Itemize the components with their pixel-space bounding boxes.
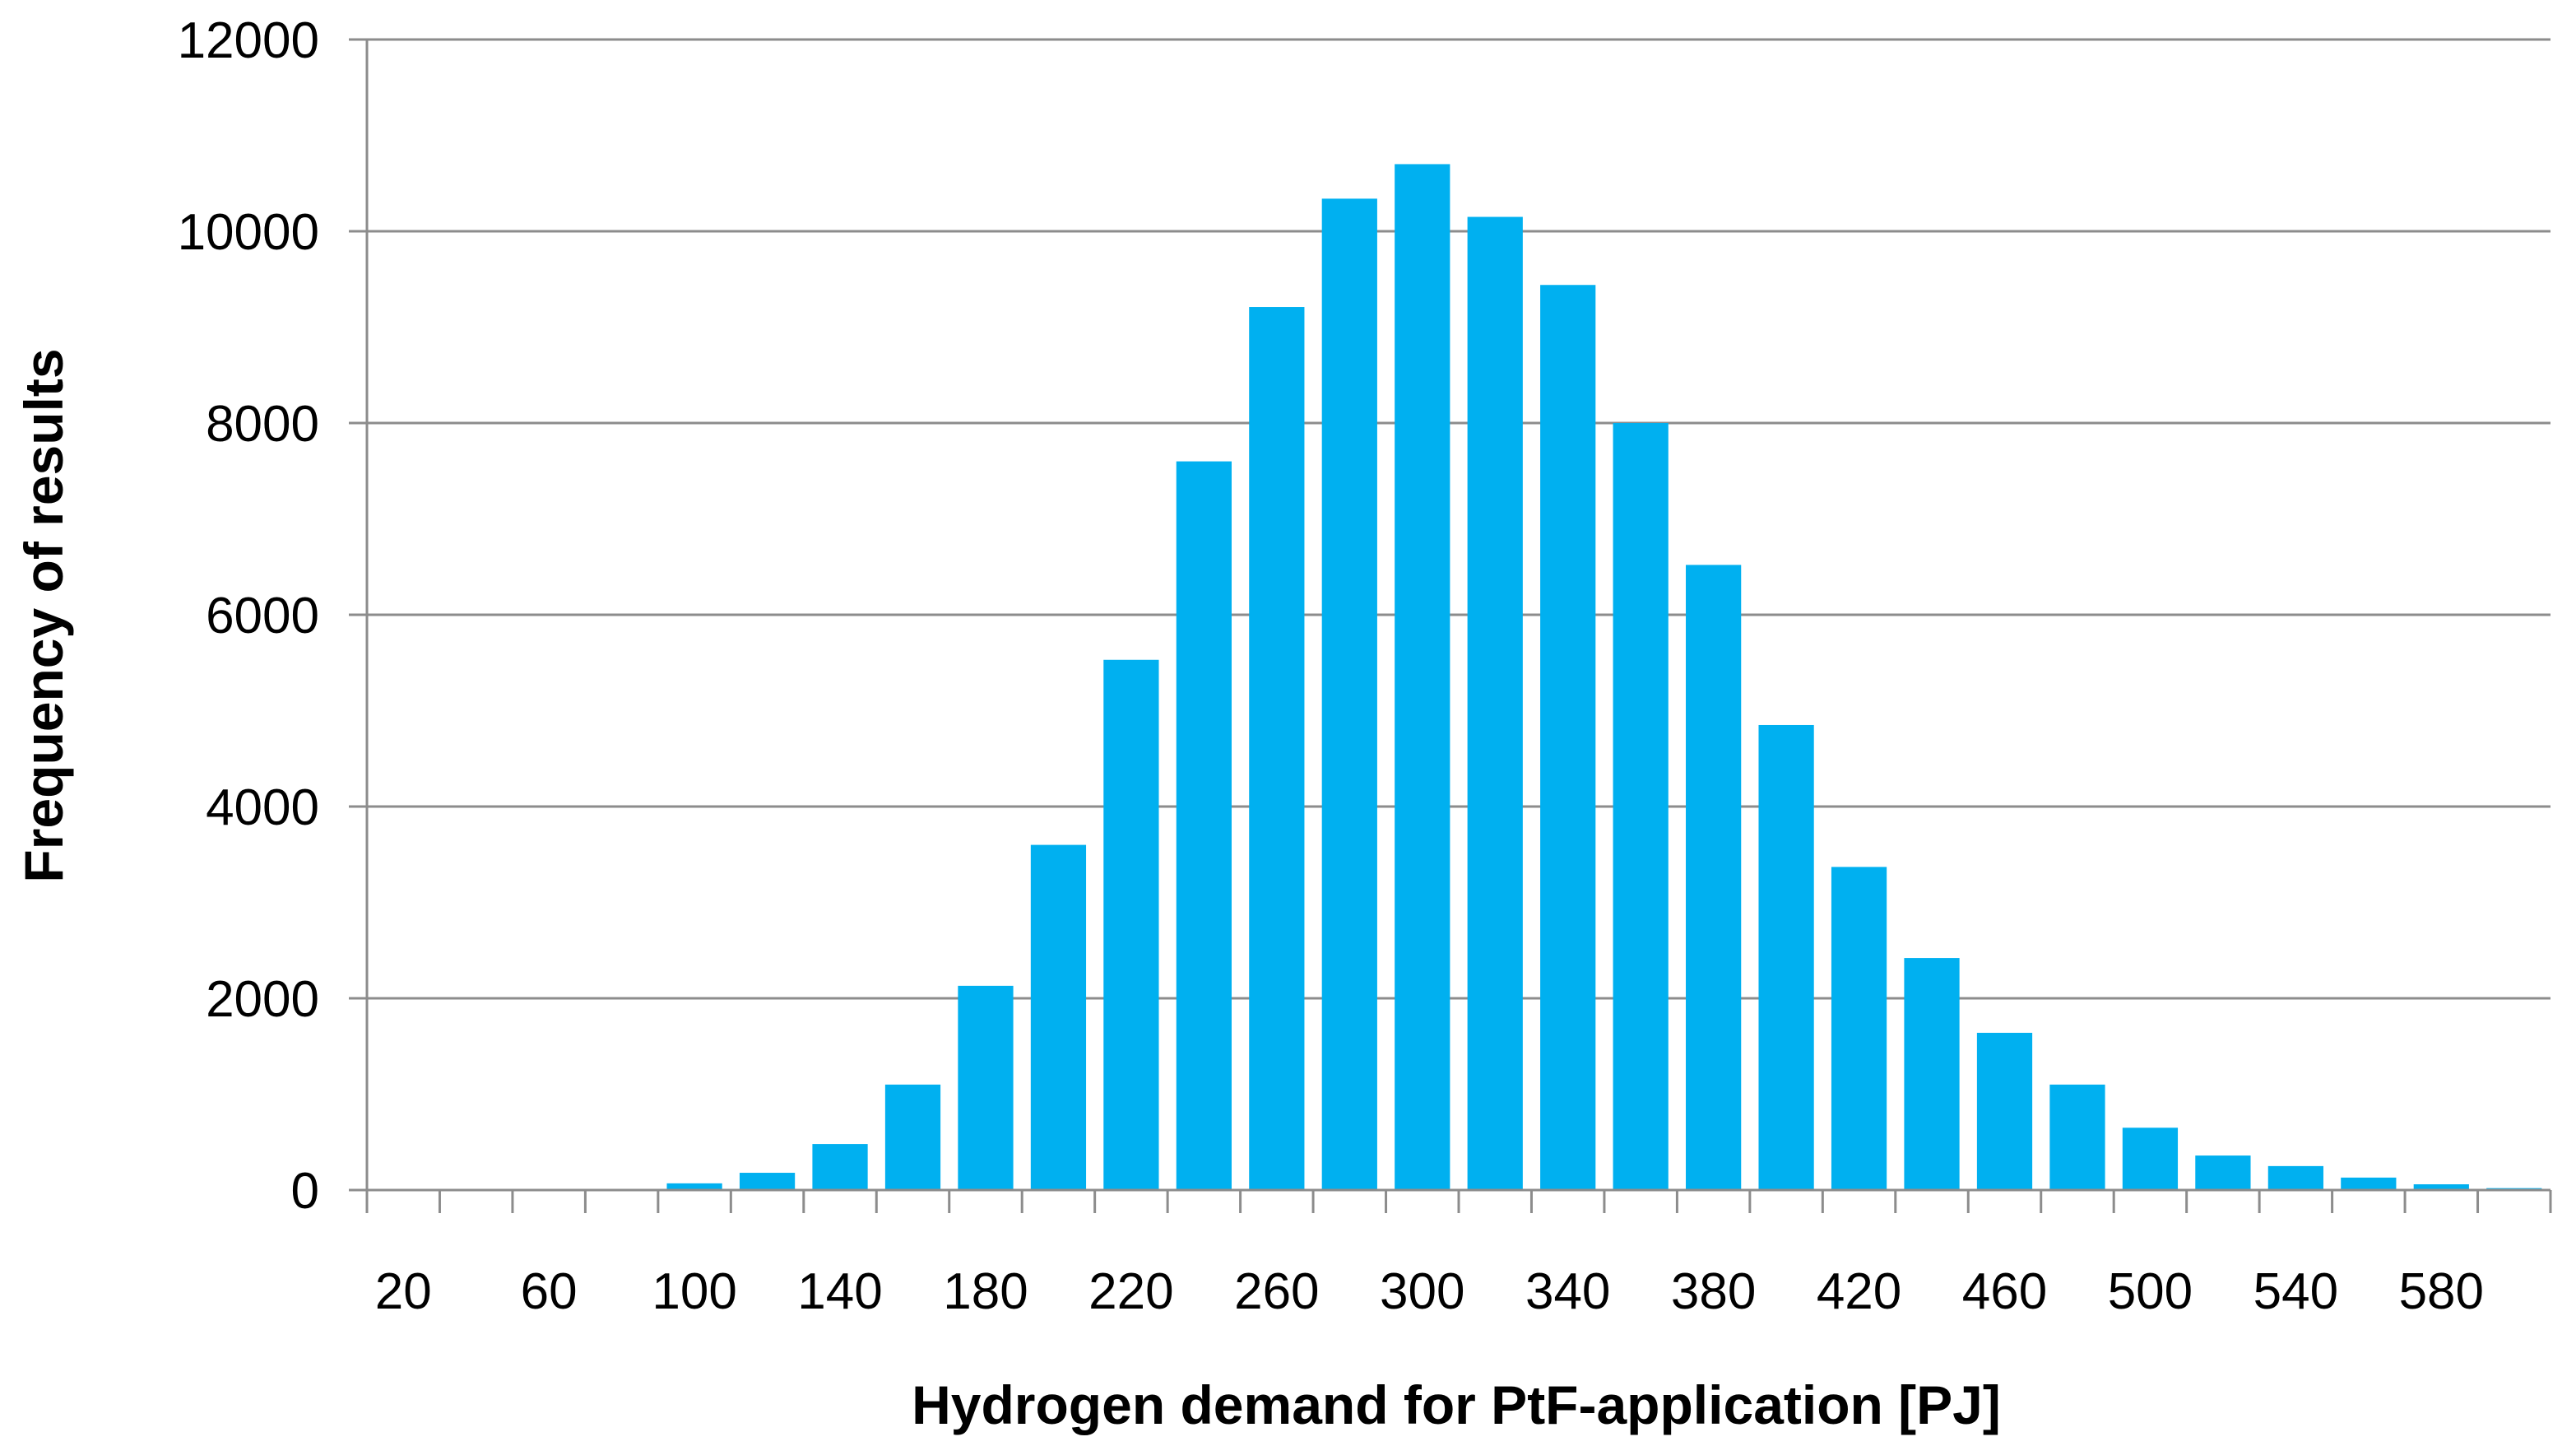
bar	[1831, 867, 1887, 1190]
x-axis-title: Hydrogen demand for PtF-application [PJ]	[912, 1374, 2001, 1435]
bar	[884, 1084, 941, 1190]
x-tick-label: 100	[652, 1263, 736, 1320]
bars	[666, 164, 2542, 1191]
x-tick-labels: 20 60 100 140 180 220 260 300 340 380 420 460 500 540…	[375, 1263, 2484, 1320]
x-tick-label: 140	[797, 1263, 882, 1320]
axes	[365, 40, 2552, 1213]
bar	[1395, 164, 1450, 1191]
y-tick-label: 0	[291, 1163, 319, 1220]
bar	[2195, 1155, 2251, 1190]
bar	[1613, 423, 1669, 1190]
bar	[1321, 198, 1377, 1190]
bar	[1176, 461, 1232, 1190]
x-tick-label: 380	[1671, 1263, 1756, 1320]
x-tick-label: 180	[943, 1263, 1028, 1320]
y-tick-labels: 0 2000 4000 6000 8000 10000 12000	[178, 12, 319, 1220]
y-tick-label: 12000	[178, 12, 319, 69]
x-tick-label: 580	[2399, 1263, 2484, 1320]
bar	[1976, 1032, 2033, 1190]
x-tick-label: 340	[1525, 1263, 1610, 1320]
bar	[1540, 285, 1596, 1190]
bar	[1249, 307, 1305, 1190]
x-tick-label: 460	[1962, 1263, 2047, 1320]
x-tick-label: 300	[1380, 1263, 1464, 1320]
bar	[1686, 565, 1742, 1190]
bar	[2341, 1177, 2397, 1190]
y-tick-label: 8000	[206, 396, 319, 453]
bar	[1103, 659, 1159, 1190]
y-tick-label: 4000	[206, 779, 319, 836]
x-tick-label: 20	[375, 1263, 432, 1320]
bar	[2267, 1165, 2323, 1190]
bar	[1467, 216, 1523, 1190]
bar	[1758, 724, 1814, 1190]
y-tick-label: 2000	[206, 971, 319, 1028]
bar	[2049, 1084, 2105, 1190]
bar	[2413, 1184, 2469, 1190]
y-tick-label: 6000	[206, 588, 319, 644]
bar	[2122, 1128, 2179, 1190]
x-tick-label: 420	[1817, 1263, 1901, 1320]
gridlines	[349, 38, 2550, 1192]
x-tick-label: 260	[1234, 1263, 1319, 1320]
bar	[1904, 958, 1960, 1190]
bar	[666, 1183, 722, 1190]
x-tick-label: 60	[521, 1263, 578, 1320]
bar	[739, 1173, 796, 1190]
x-tick-label: 220	[1088, 1263, 1173, 1320]
bar	[1030, 844, 1087, 1190]
bar	[812, 1144, 868, 1190]
y-tick-label: 10000	[178, 204, 319, 261]
bar	[958, 985, 1014, 1190]
y-axis-title: Frequency of results	[13, 348, 74, 882]
x-tick-label: 540	[2253, 1263, 2338, 1320]
x-tick-label: 500	[2108, 1263, 2193, 1320]
